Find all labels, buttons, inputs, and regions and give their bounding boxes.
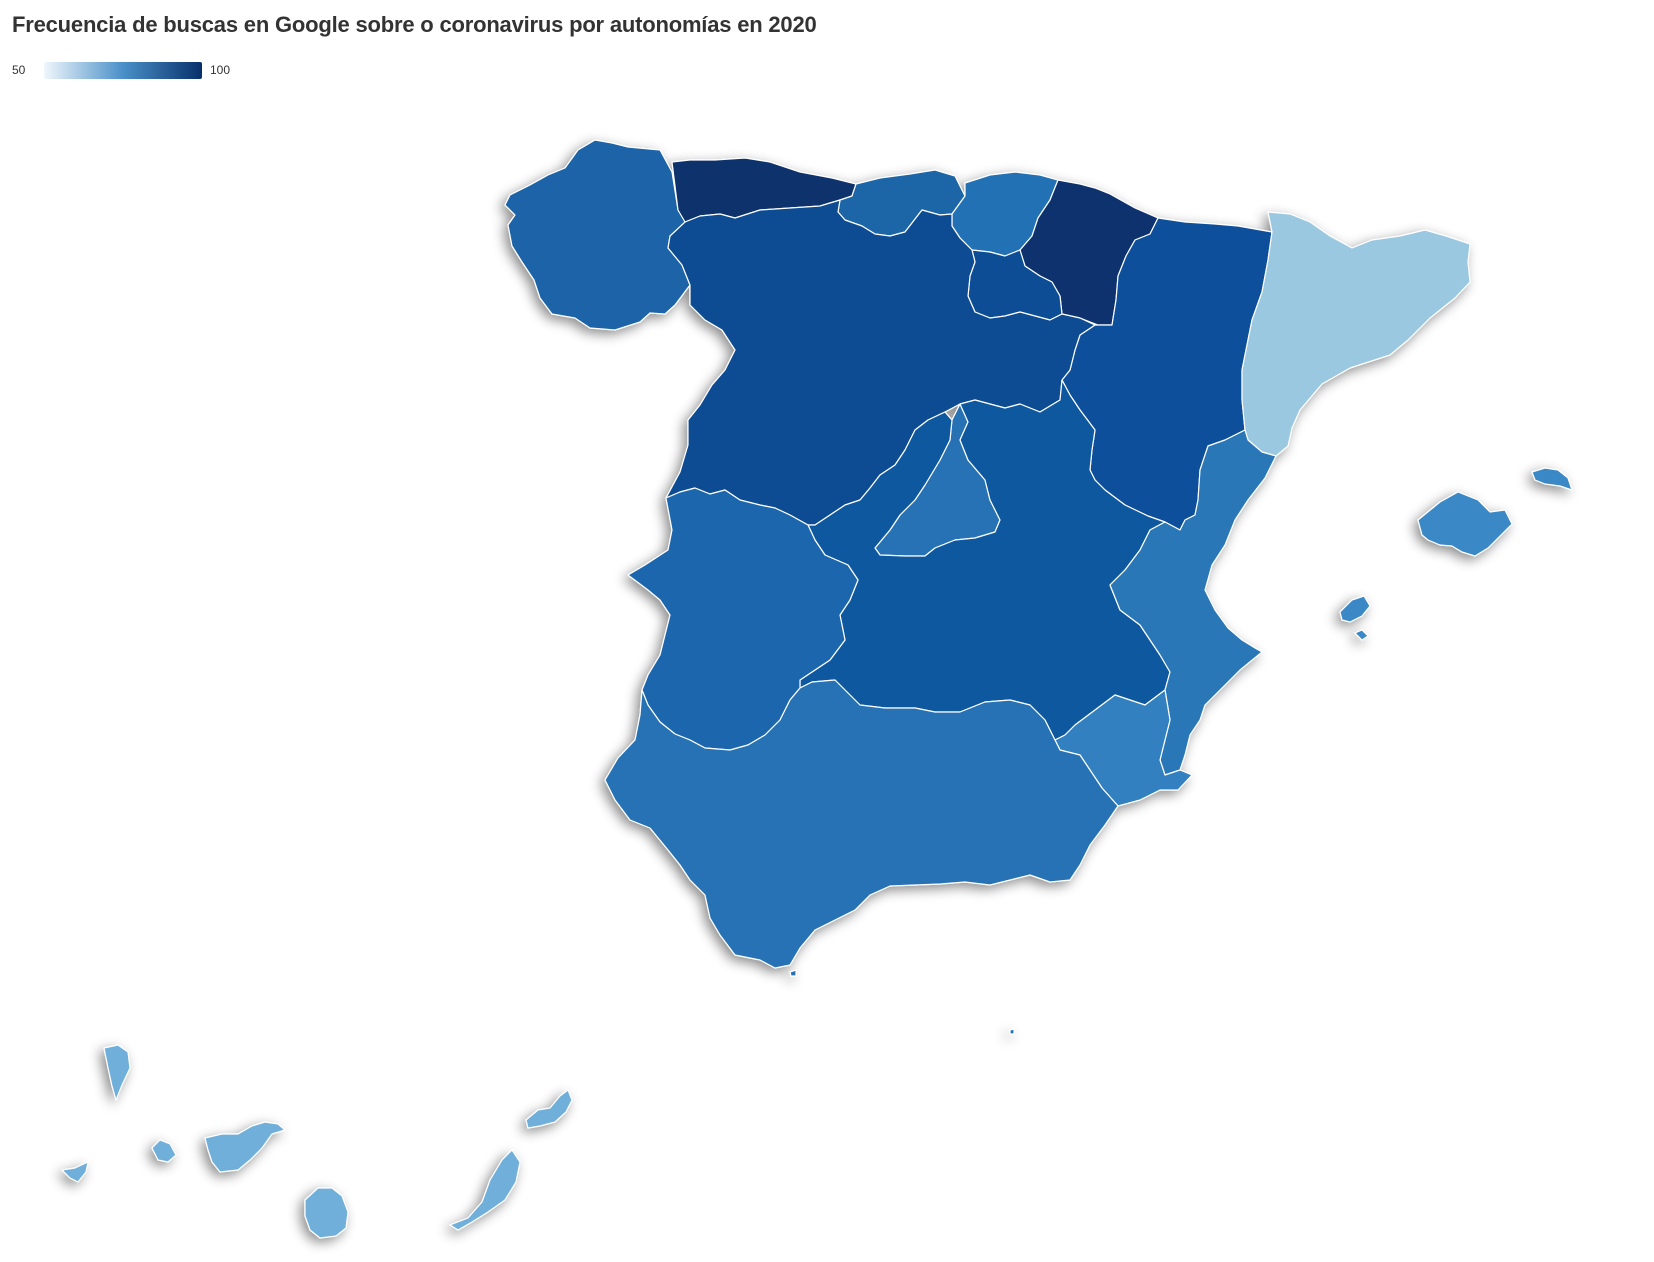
legend-max-label: 100	[210, 63, 231, 77]
legend-min-label: 50	[12, 63, 26, 77]
region-islas-baleares-ibiza[interactable]	[1339, 595, 1371, 623]
region-islas-canarias-tenerife[interactable]	[204, 1121, 286, 1173]
region-islas-baleares-menorca[interactable]	[1531, 467, 1573, 491]
region-islas-canarias-lanzarote[interactable]	[525, 1089, 573, 1129]
color-legend: 50 100	[12, 62, 252, 80]
region-islas-baleares-mallorca[interactable]	[1417, 491, 1513, 557]
region-islas-canarias-la-palma[interactable]	[103, 1044, 131, 1101]
region-galicia[interactable]	[504, 139, 691, 331]
region-islas-canarias-la-gomera[interactable]	[151, 1139, 177, 1163]
region-islas-baleares-formentera[interactable]	[1354, 629, 1369, 641]
region-islas-canarias-fuerteventura[interactable]	[449, 1149, 521, 1231]
region-ceuta[interactable]	[789, 969, 797, 977]
regions-group	[61, 139, 1573, 1239]
map-title: Frecuencia de buscas en Google sobre o c…	[12, 12, 817, 37]
legend-gradient-bar	[44, 62, 202, 79]
region-islas-canarias-gran-canaria[interactable]	[304, 1187, 349, 1239]
region-melilla[interactable]	[1009, 1028, 1015, 1035]
region-islas-canarias-el-hierro[interactable]	[61, 1161, 89, 1183]
region-andalucia[interactable]	[604, 679, 1119, 969]
region-cataluna[interactable]	[1241, 211, 1471, 457]
